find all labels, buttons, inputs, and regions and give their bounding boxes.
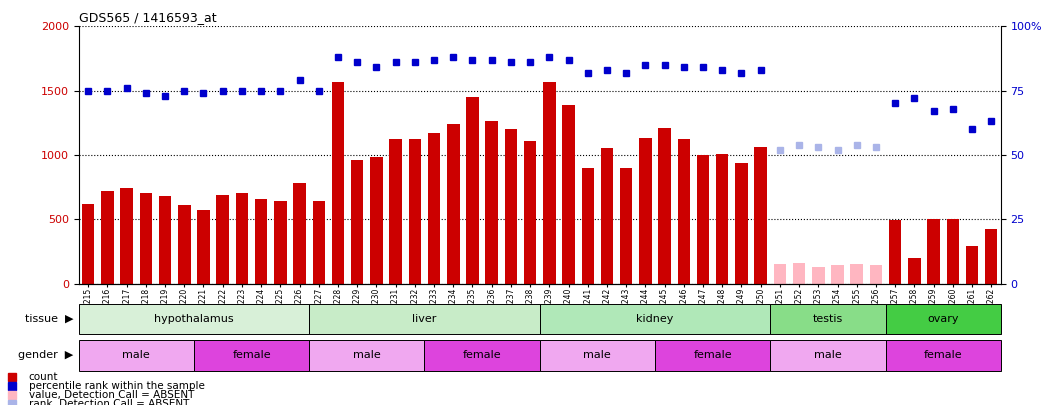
Text: liver: liver [412,314,437,324]
Text: male: male [353,350,380,360]
Text: testis: testis [813,314,843,324]
Bar [312,201,325,284]
Bar [658,128,671,284]
Bar [793,263,805,284]
Bar [159,196,171,284]
Bar [178,205,191,284]
Bar [102,191,113,284]
Bar [886,304,1001,334]
Bar [620,168,632,284]
Text: female: female [924,350,962,360]
Bar [194,340,309,371]
Bar [773,264,786,284]
Text: ovary: ovary [927,314,959,324]
Bar [946,219,959,284]
Bar [889,220,901,284]
Bar [505,129,517,284]
Bar [770,304,886,334]
Bar [540,304,770,334]
Bar [927,219,940,284]
Text: female: female [463,350,501,360]
Bar [197,210,210,284]
Bar [524,141,537,284]
Bar [121,188,133,284]
Bar [655,340,770,371]
Bar [309,304,540,334]
Bar [716,153,728,284]
Text: percentile rank within the sample: percentile rank within the sample [29,381,204,391]
Bar [293,183,306,284]
Bar [697,155,709,284]
Bar [351,160,364,284]
Text: female: female [233,350,270,360]
Text: kidney: kidney [636,314,674,324]
Bar [755,147,767,284]
Bar [79,340,194,371]
Bar [79,304,309,334]
Bar [543,82,555,284]
Text: gender  ▶: gender ▶ [18,350,73,360]
Bar [485,122,498,284]
Bar [139,194,152,284]
Bar [770,340,886,371]
Text: female: female [694,350,732,360]
Text: GDS565 / 1416593_at: GDS565 / 1416593_at [79,11,216,24]
Bar [82,204,94,284]
Bar [309,340,424,371]
Bar [409,139,421,284]
Bar [582,168,594,284]
Text: value, Detection Call = ABSENT: value, Detection Call = ABSENT [29,390,194,401]
Text: male: male [584,350,611,360]
Bar [736,163,747,284]
Bar [812,267,825,284]
Bar [332,82,344,284]
Bar [678,139,690,284]
Bar [985,230,998,284]
Bar [390,139,401,284]
Bar [909,258,920,283]
Text: rank, Detection Call = ABSENT: rank, Detection Call = ABSENT [29,399,190,405]
Bar [540,340,655,371]
Bar [831,266,844,284]
Bar [870,265,882,284]
Bar [428,133,440,284]
Bar [275,200,286,284]
Text: tissue  ▶: tissue ▶ [25,314,73,324]
Bar [966,245,978,284]
Bar [639,138,652,284]
Bar [851,264,863,284]
Bar [424,340,540,371]
Bar [447,124,459,284]
Bar [236,194,248,284]
Bar [255,198,267,284]
Bar [886,340,1001,371]
Text: hypothalamus: hypothalamus [154,314,234,324]
Text: count: count [29,372,59,382]
Bar [217,195,228,284]
Bar [563,105,574,284]
Text: male: male [123,350,150,360]
Bar [466,97,479,284]
Text: male: male [814,350,842,360]
Bar [601,149,613,284]
Bar [370,158,383,284]
